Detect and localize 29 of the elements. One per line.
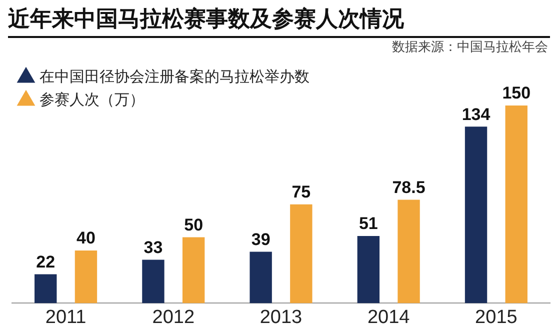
bar bbox=[250, 252, 272, 304]
data-label: 40 bbox=[76, 228, 96, 248]
x-tick-label: 2011 bbox=[45, 306, 86, 328]
data-label: 39 bbox=[251, 230, 270, 249]
x-tick-label: 2013 bbox=[260, 306, 302, 328]
bar bbox=[357, 236, 380, 304]
data-label: 51 bbox=[358, 214, 378, 234]
legend-label: 参赛人次（万） bbox=[40, 90, 144, 108]
bar bbox=[290, 204, 312, 304]
bar bbox=[182, 237, 205, 304]
source-note: 数据来源：中国马拉松年会 bbox=[392, 39, 548, 56]
data-label: 75 bbox=[292, 182, 311, 202]
bar bbox=[74, 250, 98, 304]
chart-title: 近年来中国马拉松赛事数及参赛人次情况 bbox=[8, 4, 550, 38]
bar bbox=[398, 200, 420, 304]
data-label: 150 bbox=[502, 84, 531, 103]
x-tick-label: 2015 bbox=[475, 306, 518, 328]
data-label: 33 bbox=[144, 238, 163, 257]
data-label: 134 bbox=[462, 104, 491, 124]
legend-label: 在中国田径协会注册备案的马拉松举办数 bbox=[40, 67, 310, 86]
x-tick-label: 2012 bbox=[152, 306, 195, 328]
data-label: 78.5 bbox=[392, 178, 426, 197]
data-label: 22 bbox=[36, 252, 56, 272]
bar bbox=[464, 126, 488, 304]
data-label: 50 bbox=[184, 216, 204, 234]
bar bbox=[142, 260, 164, 304]
bar bbox=[505, 106, 528, 304]
bar bbox=[34, 274, 57, 304]
x-tick-label: 2014 bbox=[367, 306, 410, 328]
